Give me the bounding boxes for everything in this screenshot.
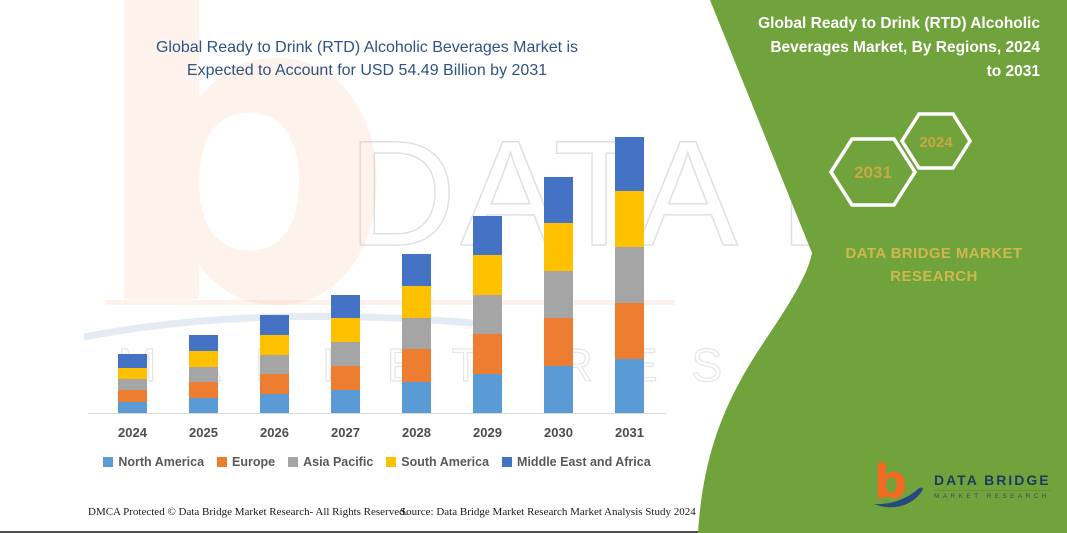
panel-title-line1: Global Ready to Drink (RTD) Alcoholic: [758, 15, 1040, 32]
legend-swatch-icon: [103, 457, 114, 467]
legend-label: Middle East and Africa: [517, 455, 651, 469]
brand-wordmark-line1: DATA BRIDGE MARKET: [845, 245, 1023, 262]
legend-swatch-icon: [217, 457, 228, 467]
legend-item-south-america: South America: [386, 455, 489, 469]
bar-segment-2029-north-america: [473, 374, 502, 413]
bar-segment-2028-europe: [402, 349, 431, 382]
legend-label: Asia Pacific: [303, 455, 374, 469]
bottom-divider: [0, 531, 700, 533]
bar-segment-2025-europe: [189, 382, 218, 398]
bar-segment-2025-north-america: [189, 397, 218, 413]
bar-segment-2031-middle-east-and-africa: [615, 137, 644, 192]
hexagon-2031-label: 2031: [854, 163, 892, 182]
hexagon-2024-label: 2024: [919, 134, 953, 151]
panel-title: Global Ready to Drink (RTD) Alcoholic Be…: [740, 12, 1040, 84]
company-logo-name: DATA BRIDGE: [934, 472, 1051, 491]
bar-segment-2024-north-america: [118, 401, 147, 413]
bar-segment-2026-north-america: [260, 393, 289, 413]
bar-segment-2027-south-america: [331, 318, 360, 343]
chart-title-line1: Global Ready to Drink (RTD) Alcoholic Be…: [155, 39, 579, 56]
x-axis-label-2024: 2024: [118, 425, 147, 440]
company-logo-icon: b: [874, 458, 923, 509]
panel-title-line2: Beverages Market, By Regions, 2024: [770, 39, 1040, 57]
bar-segment-2026-south-america: [260, 335, 289, 355]
bar-2031: [615, 137, 644, 413]
hexagon-2031-icon: [828, 137, 918, 207]
brand-wordmark-line2: RESEARCH: [890, 267, 978, 285]
bar-segment-2028-middle-east-and-africa: [402, 254, 431, 287]
x-axis-label-2027: 2027: [331, 425, 360, 440]
x-axis-label-2028: 2028: [402, 425, 431, 440]
bar-2028: [402, 254, 431, 413]
x-axis-label-2029: 2029: [473, 425, 502, 440]
bar-segment-2025-asia-pacific: [189, 366, 218, 383]
company-logo-tagline: MARKET RESEARCH: [934, 493, 1050, 500]
legend-swatch-icon: [502, 457, 513, 467]
bar-segment-2031-europe: [615, 302, 644, 360]
bar-segment-2026-middle-east-and-africa: [260, 314, 289, 336]
legend-item-asia-pacific: Asia Pacific: [288, 455, 373, 469]
bar-segment-2024-europe: [118, 390, 147, 402]
bar-segment-2031-asia-pacific: [615, 246, 644, 303]
bar-2027: [331, 294, 360, 413]
bar-segment-2025-south-america: [189, 351, 218, 367]
bar-segment-2030-asia-pacific: [544, 270, 573, 319]
bar-segment-2026-asia-pacific: [260, 354, 289, 375]
legend-item-north-america: North America: [103, 455, 204, 469]
legend-item-europe: Europe: [217, 455, 275, 469]
bar-segment-2031-north-america: [615, 359, 644, 413]
bar-segment-2025-middle-east-and-africa: [189, 335, 218, 352]
bar-segment-2030-europe: [544, 318, 573, 367]
x-axis-labels: 2024 2025 2026 2027 2028 2029 2030 2031: [88, 425, 666, 441]
bar-2029: [473, 216, 502, 413]
bar-segment-2026-europe: [260, 374, 289, 394]
legend-swatch-icon: [386, 457, 397, 467]
bar-segment-2024-middle-east-and-africa: [118, 354, 147, 368]
chart-title-line2: Expected to Account for USD 54.49 Billio…: [186, 62, 548, 80]
bar-segment-2024-asia-pacific: [118, 379, 147, 391]
legend-label: Europe: [232, 455, 276, 469]
bar-segment-2030-middle-east-and-africa: [544, 176, 573, 224]
bar-segment-2027-asia-pacific: [331, 342, 360, 366]
stacked-bar-chart: [88, 120, 666, 414]
bar-segment-2028-south-america: [402, 286, 431, 318]
bar-segment-2029-south-america: [473, 255, 502, 295]
bar-segment-2031-south-america: [615, 191, 644, 247]
bar-segment-2027-middle-east-and-africa: [331, 294, 360, 319]
bar-2026: [260, 314, 289, 413]
legend-swatch-icon: [288, 457, 299, 467]
panel-title-line3: to 2031: [986, 63, 1040, 81]
bar-segment-2027-europe: [331, 365, 360, 390]
bar-segment-2024-south-america: [118, 367, 147, 380]
bar-segment-2029-middle-east-and-africa: [473, 216, 502, 256]
chart-title: Global Ready to Drink (RTD) Alcoholic Be…: [60, 36, 674, 82]
chart-legend: North America Europe Asia Pacific South Ame…: [80, 455, 674, 469]
brand-wordmark: DATA BRIDGE MARKET RESEARCH: [828, 243, 1040, 288]
bar-segment-2029-asia-pacific: [473, 294, 502, 335]
year-hexagons: 2031 2024: [828, 112, 973, 207]
x-axis-label-2030: 2030: [544, 425, 573, 440]
dmca-notice: DMCA Protected © Data Bridge Market Rese…: [88, 506, 408, 518]
x-axis-label-2031: 2031: [615, 425, 644, 440]
x-axis-label-2025: 2025: [189, 425, 218, 440]
bar-segment-2028-asia-pacific: [402, 317, 431, 350]
legend-label: North America: [118, 455, 205, 469]
bar-2030: [544, 176, 573, 413]
bar-segment-2028-north-america: [402, 381, 431, 413]
bar-segment-2030-north-america: [544, 366, 573, 413]
legend-item-middle-east-and-africa: Middle East and Africa: [502, 455, 651, 469]
bar-segment-2027-north-america: [331, 389, 360, 413]
bar-segment-2029-europe: [473, 334, 502, 375]
bar-2025: [189, 335, 218, 413]
bar-segment-2030-south-america: [544, 223, 573, 271]
hexagon-2024-icon: [899, 112, 973, 170]
legend-label: South America: [401, 455, 490, 469]
company-logo: b DATA BRIDGE MARKET RESEARCH: [870, 458, 1051, 512]
source-note: Source: Data Bridge Market Research Mark…: [400, 506, 696, 518]
x-axis-label-2026: 2026: [260, 425, 289, 440]
bar-2024: [118, 354, 147, 413]
